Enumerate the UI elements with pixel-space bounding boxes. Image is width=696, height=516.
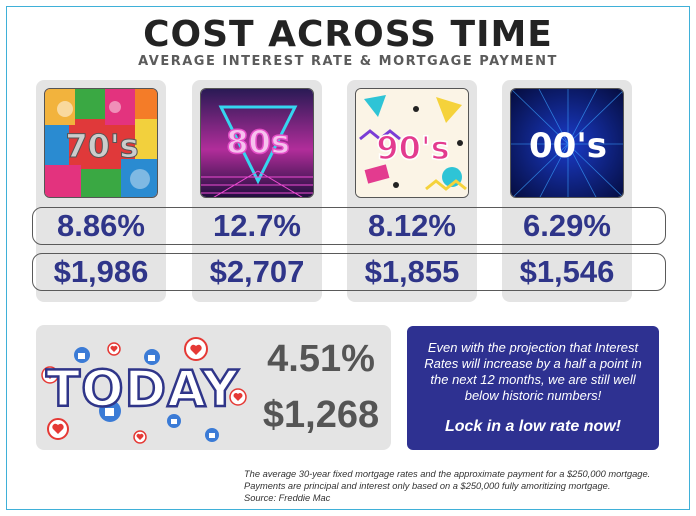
heart-icon <box>47 418 69 440</box>
rate-70s: 8.86% <box>57 208 145 243</box>
today-payment: $1,268 <box>262 394 380 436</box>
rate-80s: 12.7% <box>213 208 301 243</box>
rate-90s: 8.12% <box>368 208 456 243</box>
like-icon <box>144 349 160 365</box>
decade-image-90s: 90's <box>355 88 469 198</box>
heart-icon <box>133 430 147 444</box>
decade-image-80s: 80s <box>200 88 314 198</box>
page-subtitle: AVERAGE INTEREST RATE & MORTGAGE PAYMENT <box>138 54 558 69</box>
footnote-line: The average 30-year fixed mortgage rates… <box>244 469 651 479</box>
message-box: Even with the projection that Interest R… <box>407 326 659 450</box>
decade-image-text: 80s <box>226 123 290 161</box>
payment-70s: $1,986 <box>53 254 149 289</box>
heart-icon <box>107 342 121 356</box>
heart-icon <box>41 366 59 384</box>
message-body: Even with the projection that Interest R… <box>424 340 642 403</box>
page-title: COST ACROSS TIME <box>143 14 553 55</box>
footnote-source: Source: Freddie Mac <box>244 493 331 503</box>
today-label: TODAY <box>45 359 240 420</box>
payments-row-outline <box>32 253 666 291</box>
like-icon <box>167 414 181 428</box>
decade-image-00s: 00's <box>510 88 624 198</box>
payment-80s: $2,707 <box>209 254 305 289</box>
rate-00s: 6.29% <box>523 208 611 243</box>
today-rate: 4.51% <box>267 338 375 380</box>
rates-row-outline <box>32 207 666 245</box>
heart-icon <box>229 388 247 406</box>
payment-00s: $1,546 <box>519 254 615 289</box>
decade-image-text: 70's <box>65 127 138 165</box>
call-to-action: Lock in a low rate now! <box>444 418 622 435</box>
decade-image-text: 90's <box>376 129 449 167</box>
like-icon <box>99 400 121 422</box>
like-icon <box>74 347 90 363</box>
footnote-line: Payments are principal and interest only… <box>244 481 611 491</box>
payment-90s: $1,855 <box>364 254 460 289</box>
decade-image-70s: 70's <box>44 88 158 198</box>
like-icon <box>205 428 219 442</box>
heart-icon <box>184 337 208 361</box>
decade-image-text: 00's <box>529 126 607 166</box>
social-reactions-decoration <box>41 337 247 444</box>
